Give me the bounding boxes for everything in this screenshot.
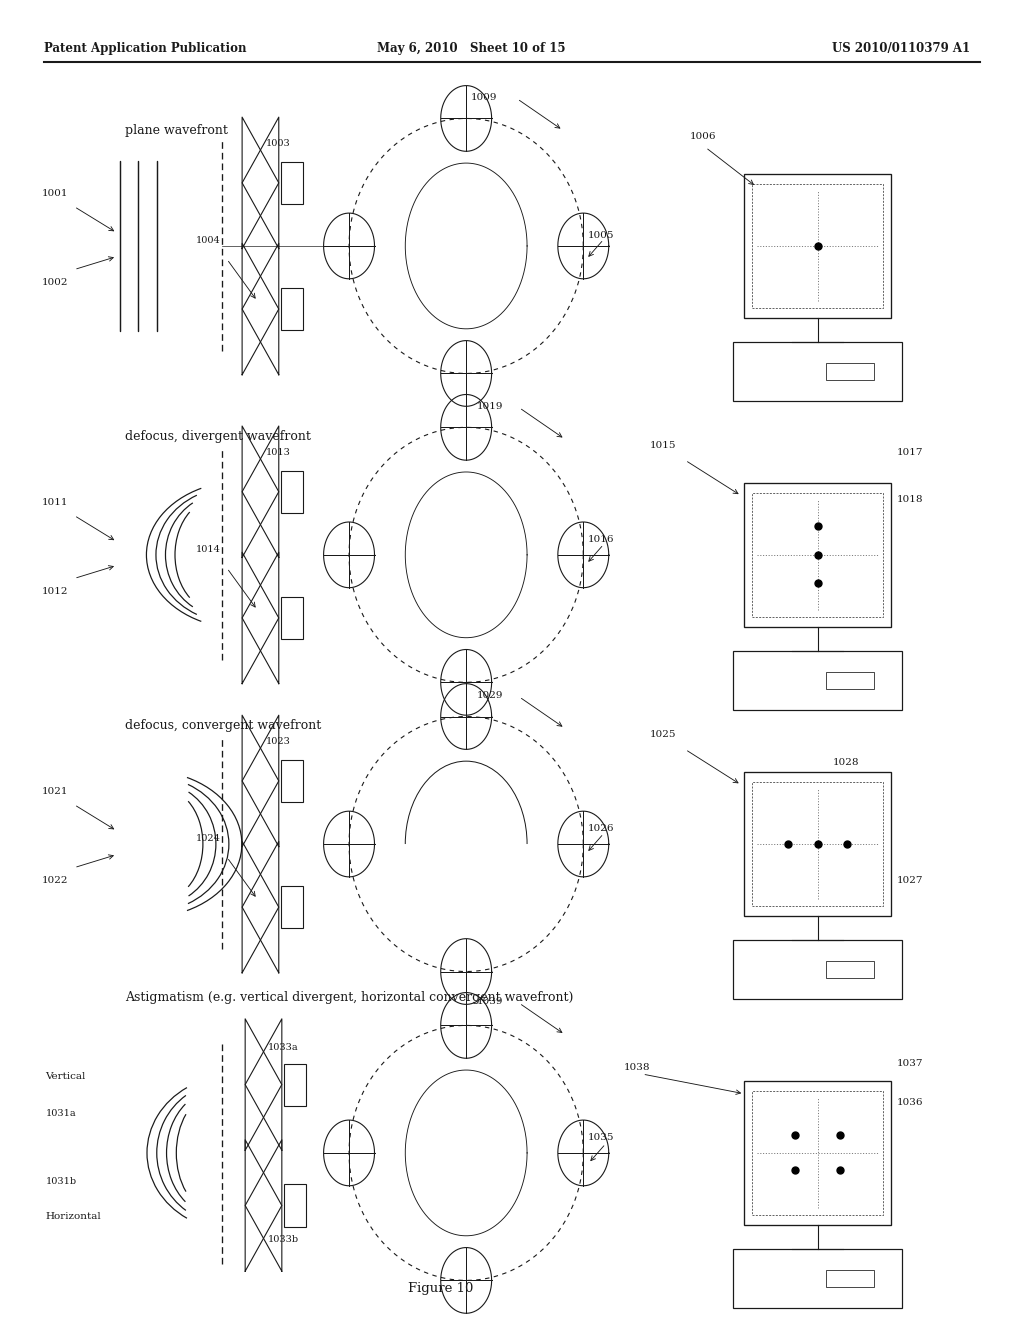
Text: 1015: 1015 bbox=[649, 441, 676, 450]
Bar bbox=[743, 1081, 891, 1225]
Bar bbox=[826, 672, 873, 689]
Text: 1031a: 1031a bbox=[45, 1109, 76, 1118]
Text: 1037: 1037 bbox=[897, 1059, 924, 1068]
Bar bbox=[732, 940, 902, 999]
Text: 1038: 1038 bbox=[624, 1063, 650, 1072]
Bar bbox=[281, 597, 303, 639]
Text: 1002: 1002 bbox=[42, 279, 68, 288]
Text: 1027: 1027 bbox=[897, 876, 924, 886]
Text: 1025: 1025 bbox=[649, 730, 676, 739]
Bar bbox=[826, 363, 873, 380]
Bar bbox=[743, 174, 891, 318]
Bar bbox=[281, 760, 303, 803]
Text: 1003: 1003 bbox=[265, 139, 290, 148]
Bar bbox=[743, 772, 891, 916]
Bar bbox=[281, 288, 303, 330]
Text: 1039: 1039 bbox=[476, 997, 503, 1006]
Text: 1023: 1023 bbox=[265, 737, 291, 746]
Text: 1011: 1011 bbox=[42, 498, 68, 507]
Text: plane wavefront: plane wavefront bbox=[125, 124, 228, 137]
Bar bbox=[284, 1064, 306, 1106]
Text: defocus, convergent wavefront: defocus, convergent wavefront bbox=[125, 719, 322, 733]
Text: 1001: 1001 bbox=[42, 189, 68, 198]
Text: 1013: 1013 bbox=[265, 447, 291, 457]
Bar bbox=[743, 483, 891, 627]
Text: 1006: 1006 bbox=[690, 132, 717, 141]
Text: 1005: 1005 bbox=[588, 231, 613, 240]
Bar bbox=[281, 886, 303, 928]
Bar bbox=[826, 961, 873, 978]
Bar bbox=[732, 651, 902, 710]
Text: 1033a: 1033a bbox=[267, 1043, 298, 1052]
Text: 1004: 1004 bbox=[197, 236, 221, 246]
Text: 1031b: 1031b bbox=[45, 1177, 77, 1187]
Bar bbox=[284, 1184, 306, 1226]
Text: 1028: 1028 bbox=[833, 758, 859, 767]
Text: 1018: 1018 bbox=[897, 495, 924, 504]
Text: defocus, divergent wavefront: defocus, divergent wavefront bbox=[125, 430, 311, 444]
Text: 1026: 1026 bbox=[588, 824, 613, 833]
Bar bbox=[732, 342, 902, 401]
Text: 1009: 1009 bbox=[471, 92, 498, 102]
Bar bbox=[281, 162, 303, 203]
Text: Vertical: Vertical bbox=[45, 1072, 86, 1081]
Text: Astigmatism (e.g. vertical divergent, horizontal convergent wavefront): Astigmatism (e.g. vertical divergent, ho… bbox=[125, 991, 573, 1005]
Text: US 2010/0110379 A1: US 2010/0110379 A1 bbox=[833, 42, 971, 55]
Bar bbox=[826, 1270, 873, 1287]
Text: 1012: 1012 bbox=[42, 587, 68, 597]
Text: Horizontal: Horizontal bbox=[45, 1212, 101, 1221]
Bar bbox=[281, 471, 303, 512]
Text: 1033b: 1033b bbox=[267, 1236, 299, 1245]
Text: 1014: 1014 bbox=[197, 545, 221, 554]
Text: 1022: 1022 bbox=[42, 876, 68, 886]
Text: 1024: 1024 bbox=[197, 834, 221, 843]
Text: 1016: 1016 bbox=[588, 535, 613, 544]
Text: 1035: 1035 bbox=[588, 1133, 613, 1142]
Text: Patent Application Publication: Patent Application Publication bbox=[43, 42, 246, 55]
Text: 1019: 1019 bbox=[476, 401, 503, 411]
Bar bbox=[732, 1249, 902, 1308]
Text: 1036: 1036 bbox=[897, 1098, 924, 1107]
Text: 1029: 1029 bbox=[476, 690, 503, 700]
Text: 1017: 1017 bbox=[897, 447, 924, 457]
Text: Figure 10: Figure 10 bbox=[408, 1282, 473, 1295]
Text: May 6, 2010   Sheet 10 of 15: May 6, 2010 Sheet 10 of 15 bbox=[377, 42, 565, 55]
Text: 1021: 1021 bbox=[42, 787, 68, 796]
